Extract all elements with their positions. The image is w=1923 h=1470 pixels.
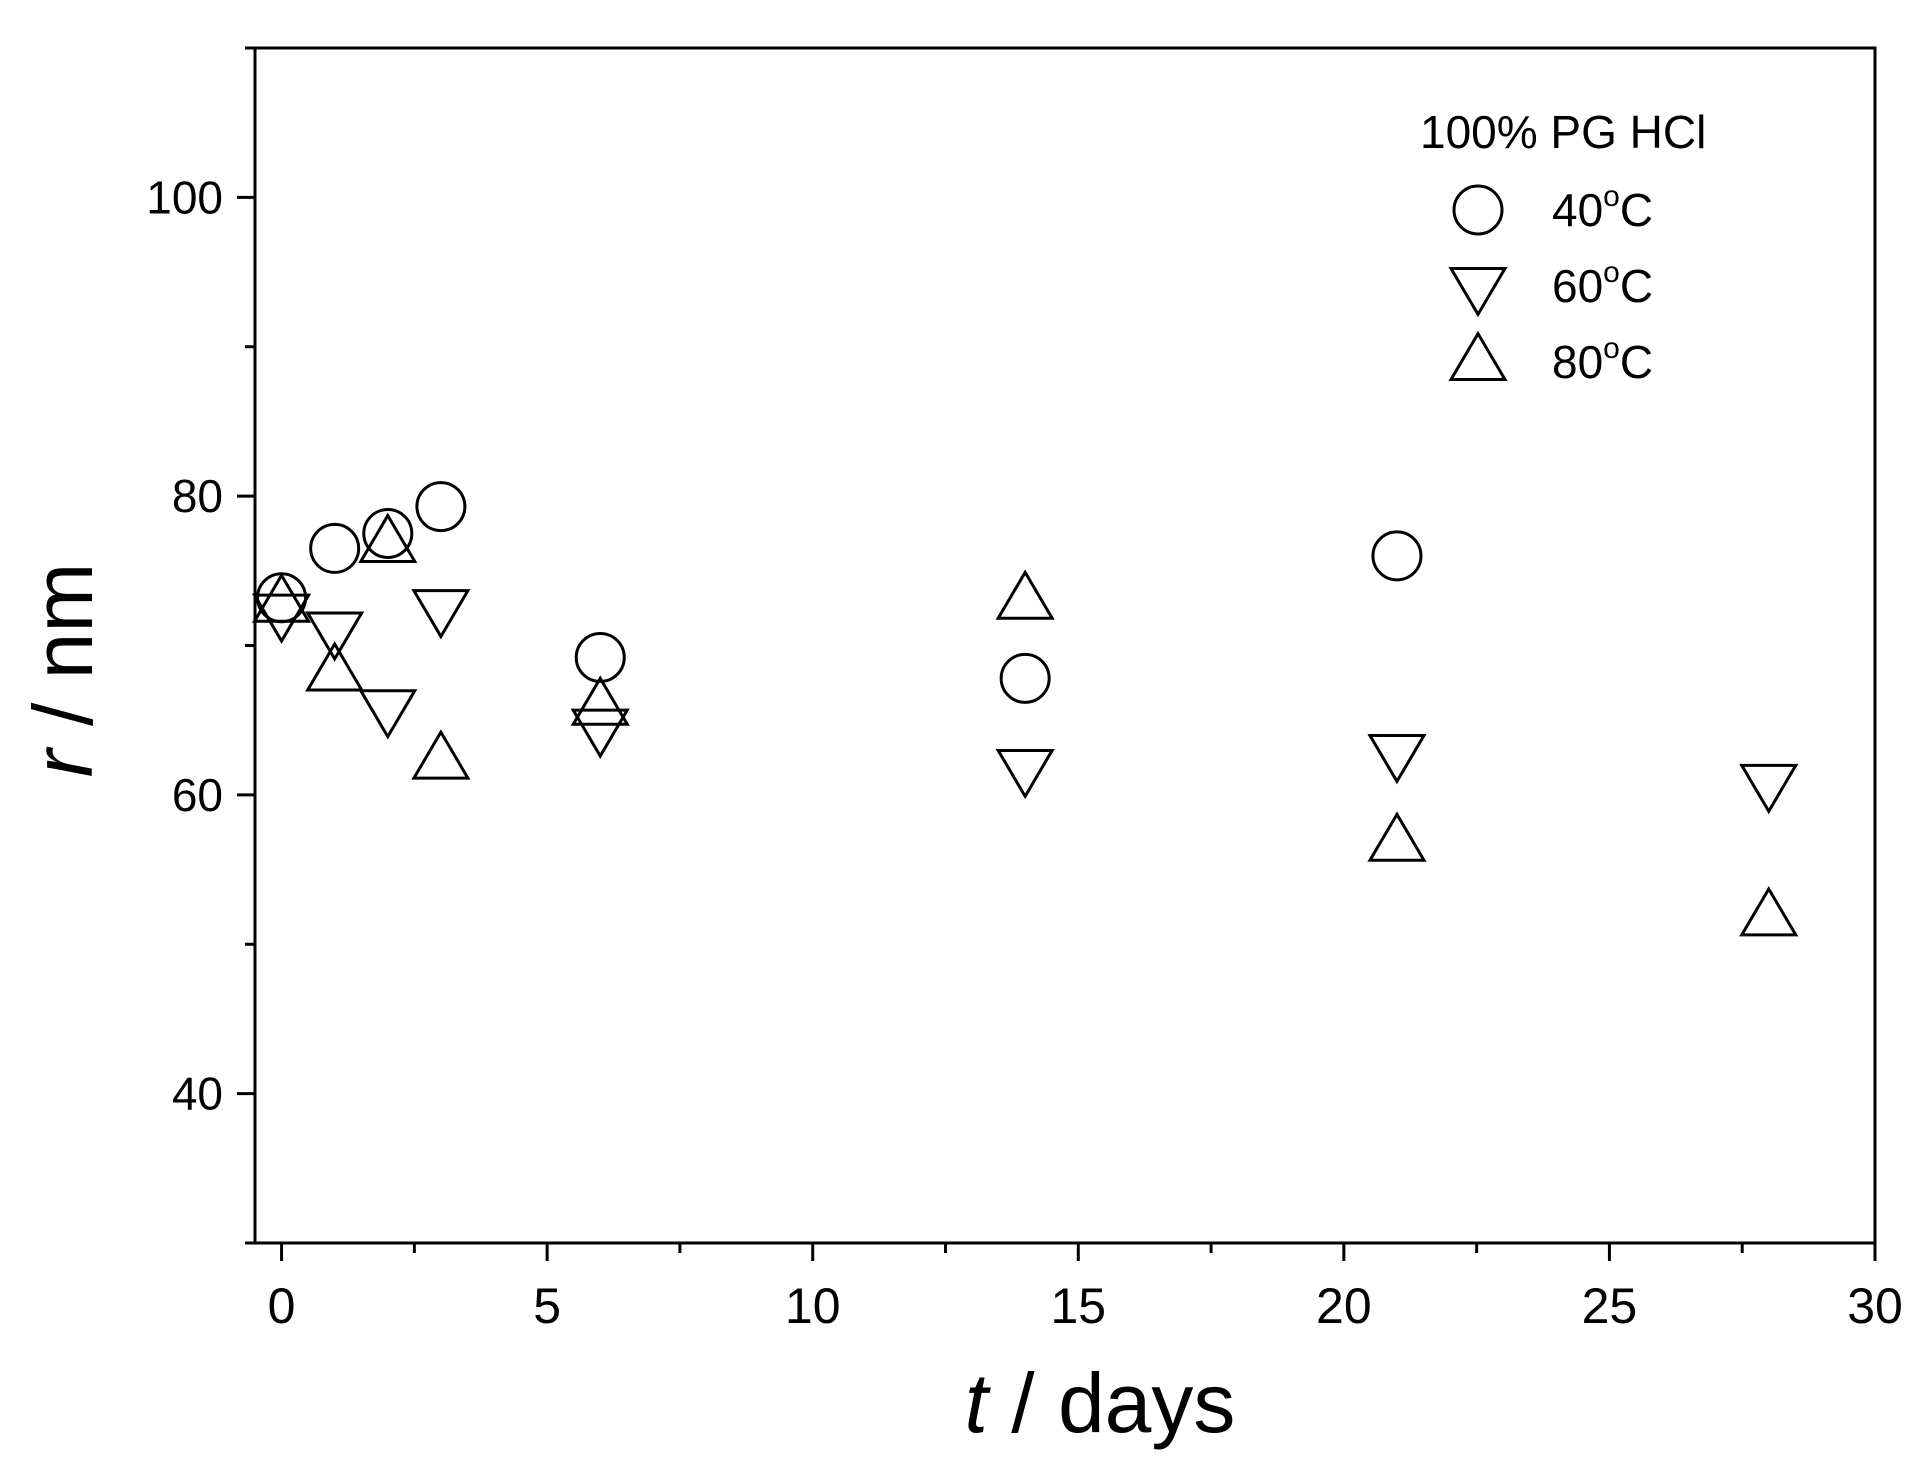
y-axis-variable: r: [16, 746, 110, 777]
y-tick-label: 80: [172, 470, 223, 522]
legend-entry-label: 60oC: [1552, 256, 1653, 312]
data-point-triangle-down: [251, 593, 312, 644]
legend-entries: 40oC 60oC 80oC: [1448, 180, 1653, 388]
y-axis-title: r / nm: [16, 563, 110, 778]
y-tick-label: 40: [172, 1068, 223, 1120]
y-axis-unit: / nm: [16, 563, 110, 750]
data-points: [251, 481, 1799, 937]
legend-marker-triangle-down: [1448, 266, 1508, 318]
data-point-circle: [415, 481, 467, 533]
data-point-triangle-up: [411, 729, 471, 780]
legend-entry-label: 40oC: [1552, 180, 1653, 236]
data-point-circle: [1371, 530, 1423, 582]
legend-marker-triangle-up: [1448, 330, 1508, 382]
x-tick-label: 5: [533, 1278, 561, 1334]
data-point-triangle-down: [995, 748, 1055, 800]
y-tick-label: 100: [146, 171, 223, 223]
data-point-circle: [362, 507, 414, 559]
data-point-circle: [309, 522, 361, 574]
data-point-triangle-down: [305, 611, 365, 662]
y-tick-label: 60: [172, 769, 223, 821]
x-tick-label: 30: [1847, 1278, 1903, 1334]
x-tick-label: 20: [1316, 1278, 1372, 1334]
x-tick-label: 0: [268, 1278, 296, 1334]
data-point-triangle-up: [358, 512, 418, 563]
data-point-triangle-down: [1739, 763, 1799, 815]
x-tick-label: 25: [1582, 1278, 1638, 1334]
data-point-triangle-down: [570, 708, 630, 759]
x-tick-label: 15: [1050, 1278, 1106, 1334]
x-axis-variable: t: [965, 1356, 992, 1450]
x-axis-unit: / days: [988, 1356, 1235, 1450]
x-axis: 0 5 10 15 20 25 30: [268, 1243, 1903, 1334]
data-point-triangle-up: [995, 569, 1055, 620]
data-point-triangle-down: [358, 689, 418, 740]
legend: 100% PG HCl 40oC 60oC 80oC: [1420, 106, 1706, 388]
legend-entry-label: 80oC: [1552, 332, 1653, 388]
data-point-circle: [999, 652, 1051, 704]
y-axis: 40 60 80 100: [146, 46, 255, 1245]
data-point-triangle-down: [411, 589, 471, 640]
data-point-triangle-up: [1367, 811, 1427, 862]
data-point-triangle-up: [570, 675, 630, 726]
legend-title: 100% PG HCl: [1420, 106, 1706, 158]
data-point-triangle-up: [305, 641, 365, 692]
legend-marker-circle: [1452, 184, 1504, 236]
x-axis-title: t / days: [965, 1356, 1236, 1450]
data-point-triangle-down: [1367, 734, 1427, 785]
data-point-triangle-up: [1739, 886, 1799, 937]
data-point-triangle-up: [251, 572, 312, 623]
x-tick-label: 10: [785, 1278, 841, 1334]
data-point-circle: [574, 631, 626, 683]
